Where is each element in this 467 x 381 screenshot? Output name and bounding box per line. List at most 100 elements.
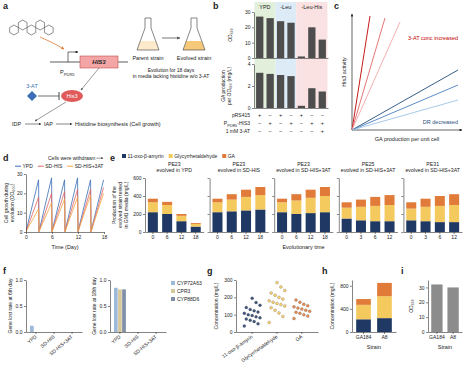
tick: 6 bbox=[374, 232, 377, 240]
tick-label: 400 bbox=[340, 306, 349, 312]
tick: 18 bbox=[102, 232, 108, 240]
chart: 061218Evolutionary timePE23evolved in SD… bbox=[272, 161, 333, 250]
tick-label: 20 bbox=[245, 24, 251, 30]
tick: 18 bbox=[258, 232, 264, 240]
point bbox=[293, 305, 296, 308]
bar-segment bbox=[385, 195, 395, 205]
condition-value: − bbox=[258, 120, 261, 126]
x-axis: 061218 bbox=[275, 232, 334, 240]
tick-label: GA bbox=[294, 333, 304, 342]
point bbox=[293, 317, 296, 320]
connector bbox=[162, 38, 180, 39]
axis-line bbox=[210, 232, 269, 233]
chart: 03612PE25evolved in SD-HIS+3AT bbox=[337, 161, 398, 240]
tick-mark bbox=[119, 332, 120, 334]
connector bbox=[352, 130, 462, 131]
point bbox=[277, 311, 280, 314]
panel-label: d bbox=[3, 153, 9, 163]
tick bbox=[208, 196, 210, 197]
axis-title: Strain bbox=[367, 344, 381, 350]
tick bbox=[401, 232, 403, 233]
tick-label: 600 bbox=[133, 175, 142, 181]
x-axis: GA184A8 bbox=[429, 332, 463, 340]
plot-area bbox=[30, 326, 34, 332]
bar bbox=[118, 289, 122, 332]
tick: 100 bbox=[224, 312, 236, 318]
tick: 300 bbox=[224, 277, 236, 283]
tick: GA184 bbox=[356, 332, 372, 340]
tick-label: 18 bbox=[102, 234, 108, 240]
point bbox=[258, 304, 261, 307]
bar-segment bbox=[421, 207, 431, 221]
chart-title: evolved in SD-HIS+3AT bbox=[276, 167, 331, 173]
axis-line bbox=[428, 281, 429, 333]
tick-mark bbox=[272, 232, 274, 233]
tick: 12 bbox=[451, 232, 457, 240]
legend-swatch bbox=[67, 166, 73, 167]
bar-segment bbox=[176, 214, 186, 216]
bar-segment bbox=[255, 210, 265, 233]
tick-label: 0.5 bbox=[16, 303, 23, 309]
tick-label: 0.0 bbox=[100, 329, 107, 335]
tick-label: 18 bbox=[258, 234, 264, 240]
connector bbox=[25, 124, 41, 125]
diagram-a: PPDR5HIS3His33-ATIDPIAPHistidine biosynt… bbox=[10, 18, 212, 127]
bar-segment bbox=[377, 296, 392, 318]
tick-label: 30 bbox=[419, 285, 425, 291]
bar bbox=[267, 18, 274, 58]
plot-area bbox=[114, 288, 126, 332]
tick-label: 12 bbox=[76, 234, 82, 240]
point bbox=[279, 303, 282, 306]
tick: 6 bbox=[295, 232, 298, 240]
tick-label: 6 bbox=[438, 234, 441, 240]
axis-title: OD₆₀₀ bbox=[408, 299, 414, 313]
bar bbox=[431, 284, 442, 332]
tick bbox=[337, 196, 339, 197]
panel-label: c bbox=[334, 1, 339, 11]
bar bbox=[267, 74, 274, 108]
bar bbox=[308, 27, 315, 58]
bar-segment bbox=[342, 202, 352, 207]
tick-label: 4 bbox=[248, 61, 251, 67]
axis-line bbox=[254, 65, 255, 109]
point bbox=[247, 313, 250, 316]
bar-segment bbox=[191, 227, 201, 232]
tick-mark bbox=[426, 317, 428, 318]
tick-mark bbox=[337, 232, 339, 233]
tick-mark bbox=[156, 332, 157, 334]
tick bbox=[337, 178, 339, 179]
tick-mark bbox=[108, 306, 110, 307]
point bbox=[243, 324, 246, 327]
tick: 10 bbox=[419, 314, 428, 320]
promoter bbox=[68, 52, 78, 62]
flask bbox=[137, 18, 159, 50]
axis-title: evolution (OD₆₀₀) bbox=[9, 183, 15, 222]
condition-value: − bbox=[269, 112, 272, 118]
bar-segment bbox=[342, 208, 352, 219]
bar-segment bbox=[148, 199, 158, 203]
tick-mark bbox=[108, 280, 110, 281]
tick: A8 bbox=[381, 332, 387, 340]
bar-segment bbox=[356, 207, 366, 221]
bar bbox=[319, 92, 326, 109]
tick-label: 2 bbox=[248, 83, 251, 89]
y-axis: 0400800 bbox=[340, 281, 352, 336]
condition-value: − bbox=[269, 128, 272, 134]
plot-area bbox=[277, 187, 330, 232]
axis-line bbox=[353, 332, 397, 333]
tick-mark bbox=[426, 302, 428, 303]
bar bbox=[277, 21, 284, 58]
point bbox=[281, 298, 284, 301]
bar-segment bbox=[277, 199, 287, 203]
tick-mark bbox=[337, 196, 339, 197]
group-band bbox=[275, 2, 296, 108]
point bbox=[276, 302, 279, 305]
x-axis: YPDSD-HISSD-HIS+3AT bbox=[26, 332, 83, 357]
tick: 2 bbox=[248, 83, 254, 89]
y-axis bbox=[401, 179, 404, 233]
tick: 6 bbox=[51, 232, 54, 240]
tick: 12 bbox=[387, 232, 393, 240]
plot-area bbox=[148, 199, 201, 232]
bar-segment bbox=[148, 212, 158, 232]
condition-value: − bbox=[279, 128, 282, 134]
